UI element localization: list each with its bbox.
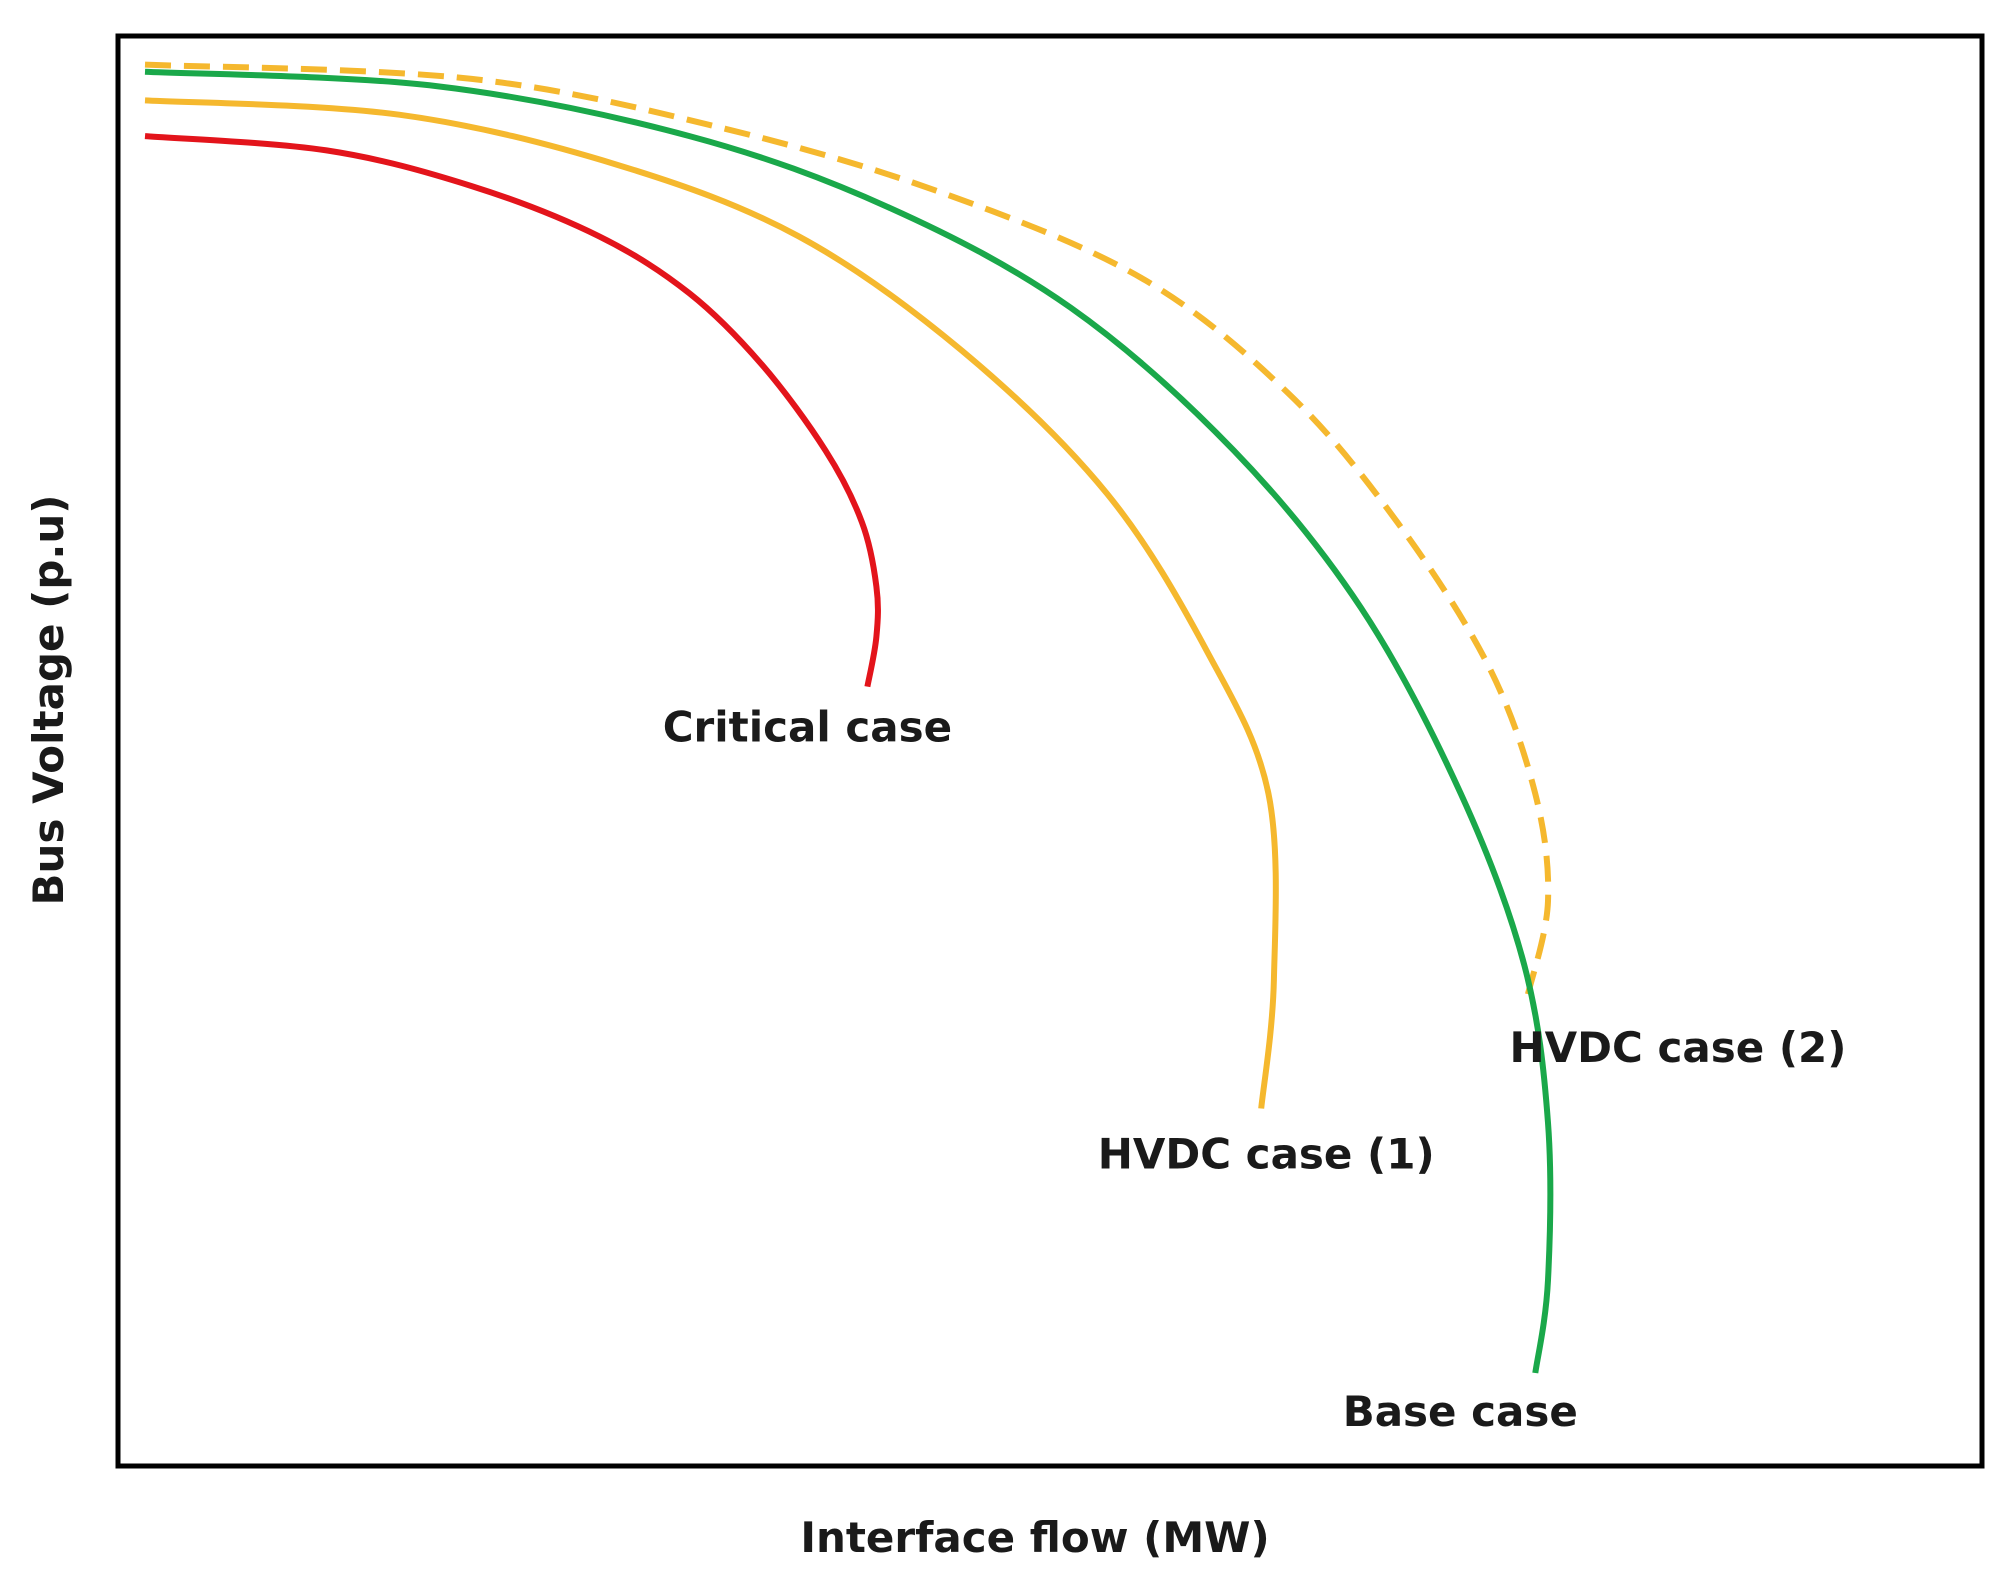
annotation-hvdc-case-2: HVDC case (2) [1510,1023,1847,1072]
annotation-critical-case: Critical case [663,703,952,752]
series-line-hvdc-case-2 [144,61,1552,995]
annotation-layer: Critical case HVDC case (1) HVDC case (2) B… [663,703,1847,1436]
x-axis-label: Interface flow (MW) [800,1513,1269,1562]
series-layer [144,61,1554,1374]
annotation-base-case: Base case [1343,1387,1578,1436]
series-line-base-case [144,68,1554,1374]
series-line-hvdc-case-1 [144,97,1279,1109]
series-line-critical-case [144,133,881,688]
y-axis-label: Bus Voltage (p.u) [24,495,73,906]
plot-area-frame [115,33,1985,1469]
annotation-hvdc-case-1: HVDC case (1) [1098,1130,1435,1179]
